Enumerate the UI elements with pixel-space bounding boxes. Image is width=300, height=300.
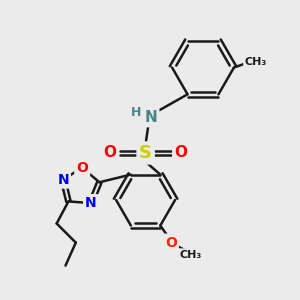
Text: N: N [57,172,69,187]
Text: CH₃: CH₃ [179,250,202,260]
Text: O: O [76,161,88,175]
Text: H: H [131,106,141,119]
Text: N: N [145,110,157,125]
Text: S: S [139,144,152,162]
Text: N: N [85,196,97,210]
Text: CH₃: CH₃ [245,57,267,67]
Text: O: O [165,236,177,250]
Text: O: O [174,146,188,160]
Text: O: O [104,146,117,160]
